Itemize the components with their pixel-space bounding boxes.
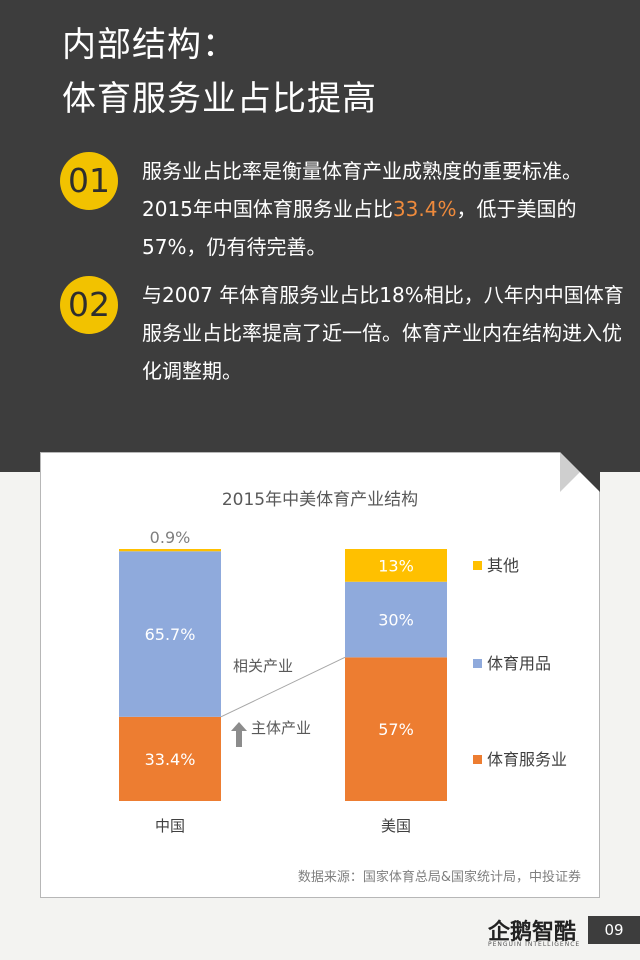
data-label-0-2: 0.9% bbox=[150, 528, 191, 547]
point-1-highlight: 33.4% bbox=[392, 197, 457, 221]
legend-label-2: 体育服务业 bbox=[487, 750, 567, 769]
title-line-1: 内部结构： bbox=[62, 25, 237, 65]
page-fold-corner bbox=[560, 452, 600, 492]
arrow-up-icon bbox=[231, 722, 247, 747]
legend-label-0: 其他 bbox=[487, 556, 519, 575]
chart-title: 2015年中美体育产业结构 bbox=[222, 490, 418, 510]
bar-0-segment-0 bbox=[119, 716, 221, 801]
data-label-1-0: 57% bbox=[378, 720, 414, 739]
bar-0-segment-2 bbox=[119, 549, 221, 552]
page-title: 内部结构： 体育服务业占比提高 bbox=[62, 18, 377, 126]
badge-02: 02 bbox=[60, 276, 118, 334]
chart-card: 2015年中美体育产业结构 33.4% 65.7% 0.9% 中国 57% 30% 13% 美… bbox=[40, 452, 600, 898]
point-1-text-a: 服务业占比率是衡量体育产业成熟度的重要标准。2015年中国体育服务业占比 bbox=[142, 159, 582, 221]
chart-canvas: 2015年中美体育产业结构 33.4% 65.7% 0.9% 中国 57% 30% 13% 美… bbox=[119, 490, 581, 885]
connector-line bbox=[220, 656, 346, 718]
point-2-text: 与2007 年体育服务业占比18%相比，八年内中国体育服务业占比率提高了近一倍。… bbox=[142, 283, 624, 383]
legend-label-1: 体育用品 bbox=[487, 654, 551, 673]
point-1-text-b: ，低于美国的57%，仍有待完善。 bbox=[142, 197, 577, 259]
data-label-1-2: 13% bbox=[378, 556, 414, 575]
category-label-1: 美国 bbox=[381, 817, 411, 835]
legend-swatch-2 bbox=[473, 755, 482, 764]
category-label-0: 中国 bbox=[155, 817, 185, 835]
source-text: 数据来源：国家体育总局&国家统计局，中投证券 bbox=[298, 869, 581, 885]
header-panel: 内部结构： 体育服务业占比提高 01 服务业占比率是衡量体育产业成熟度的重要标准… bbox=[0, 0, 640, 472]
bar-0-segment-1 bbox=[119, 551, 221, 717]
bar-1-segment-1 bbox=[345, 581, 447, 658]
brand-logo-sub: PENGUIN INTELLIGENCE bbox=[488, 941, 581, 948]
data-label-0-1: 65.7% bbox=[145, 625, 196, 644]
point-1-text: 服务业占比率是衡量体育产业成熟度的重要标准。2015年中国体育服务业占比33.4… bbox=[142, 152, 630, 266]
legend-swatch-1 bbox=[473, 659, 482, 668]
annotation-related: 相关产业 bbox=[233, 657, 293, 675]
data-label-0-0: 33.4% bbox=[145, 750, 196, 769]
bar-1-segment-2 bbox=[345, 549, 447, 582]
legend-swatch-0 bbox=[473, 561, 482, 570]
data-label-1-1: 30% bbox=[378, 611, 414, 630]
brand-logo: 企鹅智酷 bbox=[488, 920, 577, 945]
badge-01: 01 bbox=[60, 152, 118, 210]
page-number: 09 bbox=[588, 916, 640, 944]
annotation-main: 主体产业 bbox=[251, 719, 311, 737]
bar-1-segment-0 bbox=[345, 657, 447, 801]
title-line-2: 体育服务业占比提高 bbox=[62, 79, 377, 119]
